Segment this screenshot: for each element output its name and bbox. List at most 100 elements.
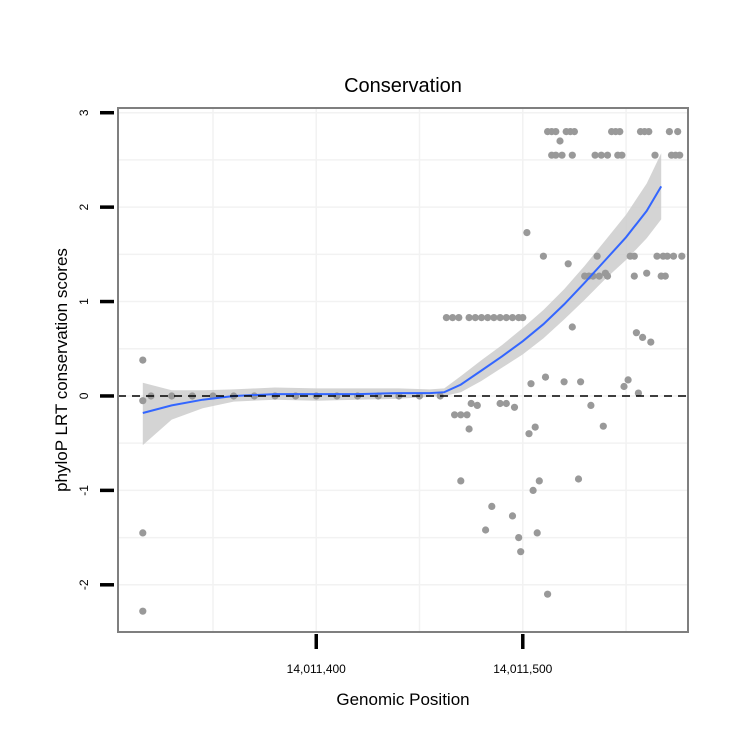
- data-point: [665, 128, 674, 136]
- data-point: [616, 128, 624, 136]
- data-point: [630, 252, 638, 260]
- data-point: [624, 376, 632, 384]
- data-point: [599, 422, 607, 430]
- data-point: [467, 399, 475, 408]
- data-point: [639, 333, 647, 341]
- data-point: [139, 397, 147, 405]
- axis-ticks: -2 -1 0 1 2 3 14,011,400 14,011,500: [77, 109, 553, 676]
- y-tick-label: 2: [77, 203, 91, 210]
- data-point: [465, 425, 473, 433]
- y-tick-label: 0: [77, 392, 91, 399]
- data-point: [508, 512, 517, 520]
- data-point: [663, 252, 671, 260]
- data-point: [519, 314, 527, 322]
- data-point: [661, 272, 669, 280]
- data-point: [678, 252, 686, 260]
- data-point: [647, 338, 655, 346]
- data-point: [525, 430, 533, 438]
- data-point: [457, 477, 465, 485]
- data-point: [488, 502, 496, 510]
- data-point: [632, 329, 641, 337]
- data-point: [496, 314, 504, 322]
- data-point: [139, 529, 147, 537]
- confidence-band-layer: [142, 153, 662, 446]
- data-point: [568, 151, 576, 159]
- data-point: [653, 252, 661, 260]
- data-point: [484, 314, 492, 322]
- data-point: [597, 151, 605, 159]
- data-point: [541, 373, 550, 381]
- data-point: [463, 411, 471, 419]
- data-point: [568, 323, 576, 331]
- data-point: [577, 378, 585, 386]
- data-point: [587, 401, 595, 409]
- data-points: [139, 128, 686, 615]
- y-tick-label: 3: [77, 109, 91, 116]
- data-point: [139, 607, 147, 615]
- data-point: [449, 314, 457, 322]
- data-point: [168, 392, 176, 400]
- y-tick-label: 1: [77, 298, 91, 305]
- y-tick-label: -1: [77, 485, 91, 496]
- data-point: [457, 411, 465, 419]
- x-axis-title: Genomic Position: [336, 690, 469, 709]
- data-point: [645, 128, 653, 136]
- data-point: [465, 314, 473, 322]
- data-point: [669, 252, 678, 260]
- data-point: [477, 314, 486, 322]
- data-point: [620, 382, 628, 391]
- data-point: [451, 411, 459, 419]
- data-point: [510, 403, 519, 411]
- chart-title: Conservation: [344, 75, 462, 97]
- data-point: [564, 260, 572, 268]
- data-point: [523, 229, 531, 237]
- plot-panel-background: [118, 108, 688, 632]
- data-point: [442, 314, 450, 322]
- data-point: [490, 314, 498, 322]
- data-point: [544, 590, 552, 598]
- y-tick-label: -2: [77, 579, 91, 590]
- data-point: [618, 151, 626, 159]
- data-point: [676, 151, 684, 159]
- confidence-band: [142, 153, 662, 446]
- plot-panel-border: [117, 107, 689, 633]
- data-point: [531, 423, 539, 431]
- data-point: [502, 399, 510, 408]
- x-tick-label: 14,011,400: [287, 662, 346, 676]
- data-point: [603, 272, 612, 280]
- data-point: [552, 128, 560, 136]
- data-point: [471, 314, 479, 322]
- data-point: [593, 252, 601, 260]
- data-point: [630, 272, 638, 280]
- data-point: [674, 128, 682, 136]
- data-point: [558, 151, 566, 159]
- data-point: [502, 314, 510, 322]
- data-point: [482, 526, 490, 534]
- data-point: [643, 269, 651, 277]
- data-point: [539, 252, 548, 260]
- data-point: [527, 380, 535, 388]
- x-tick-label: 14,011,500: [493, 662, 552, 676]
- data-point: [455, 314, 463, 322]
- data-point: [595, 272, 603, 280]
- data-point: [556, 137, 564, 145]
- data-point: [574, 475, 583, 483]
- data-point: [529, 486, 537, 494]
- data-point: [139, 356, 147, 364]
- data-point: [560, 378, 568, 386]
- data-point: [603, 151, 612, 159]
- data-point: [515, 534, 523, 542]
- data-point: [533, 529, 541, 537]
- data-point: [591, 151, 599, 159]
- data-point: [552, 151, 560, 159]
- data-point: [535, 477, 543, 485]
- data-point: [570, 128, 579, 136]
- data-point: [634, 389, 643, 397]
- data-point: [473, 401, 481, 409]
- data-point: [651, 151, 659, 159]
- data-point: [496, 399, 504, 408]
- y-axis-title: phyloP LRT conservation scores: [52, 248, 71, 492]
- data-point: [508, 314, 517, 322]
- data-point: [517, 548, 525, 556]
